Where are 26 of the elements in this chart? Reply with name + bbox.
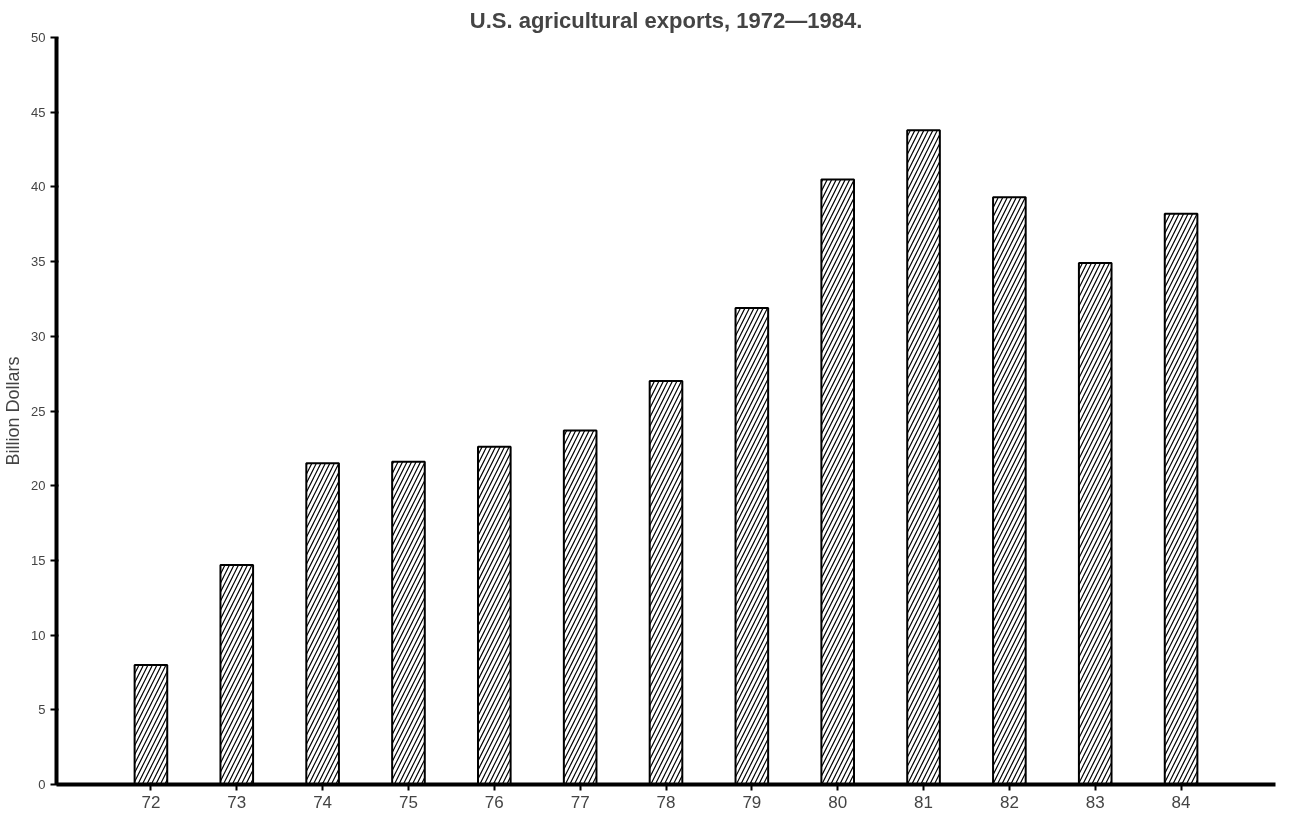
x-tick-label: 83 [1085,792,1105,812]
x-tick-label: 79 [742,792,762,812]
x-tick-label: 77 [570,792,590,812]
y-tick-label: 30 [31,328,46,344]
x-tick-label: 76 [484,792,504,812]
y-tick-label: 10 [31,627,46,643]
y-tick-label: 0 [38,777,46,792]
y-tick-label: 25 [31,403,46,419]
y-tick-label: 15 [31,552,46,568]
x-tick-label: 80 [828,792,848,812]
x-tick-label: 75 [399,792,418,812]
chart-title: U.S. agricultural exports, 1972—1984. [469,7,863,33]
y-tick-label: 50 [31,30,46,45]
x-tick-label: 73 [227,792,247,812]
x-tick-label: 82 [999,792,1019,812]
y-axis-title: Billion Dollars [3,356,24,466]
y-tick-label: 35 [31,254,46,270]
x-tick-label: 78 [656,792,676,812]
x-tick-label: 72 [141,792,161,812]
x-tick-label: 74 [313,792,333,812]
y-tick-label: 20 [31,478,46,494]
x-tick-label: 81 [914,792,933,812]
y-tick-label: 5 [38,702,46,718]
x-tick-label: 84 [1171,792,1191,812]
y-tick-label: 40 [31,179,46,195]
y-tick-label: 45 [31,104,46,120]
